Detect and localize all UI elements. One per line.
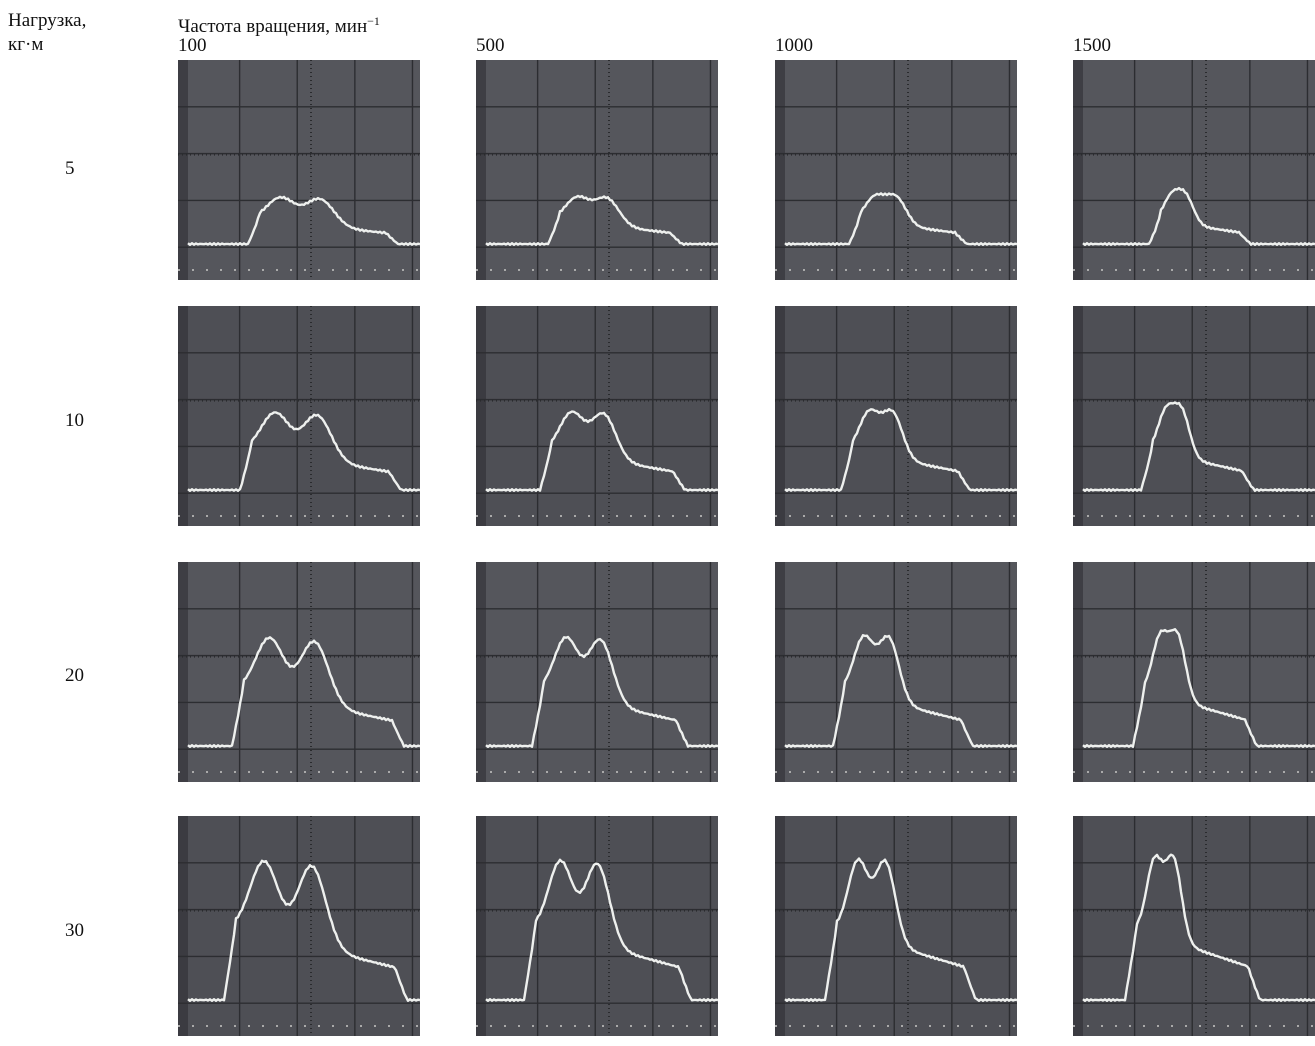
oscillogram [1073, 60, 1315, 280]
column-label: 1500 [1073, 35, 1111, 56]
speed-label-text: Частота вращения, мин [178, 16, 368, 37]
load-label: Нагрузка, [8, 10, 87, 31]
edge-shade [775, 306, 785, 526]
edge-shade [775, 562, 785, 782]
trace [784, 407, 1017, 492]
edge-shade [178, 306, 188, 526]
edge-shade [1073, 816, 1083, 1036]
trace [187, 859, 420, 1002]
edge-shade [178, 816, 188, 1036]
trace [1082, 628, 1315, 748]
edge-shade [476, 562, 486, 782]
row-label: 5 [65, 158, 75, 179]
column-label: 1000 [775, 35, 813, 56]
trace [485, 858, 718, 1002]
oscillogram [178, 562, 420, 782]
edge-shade [775, 816, 785, 1036]
oscillogram [1073, 306, 1315, 526]
oscillogram [178, 816, 420, 1036]
trace [1082, 186, 1315, 246]
trace [485, 635, 718, 748]
row-label: 20 [65, 665, 84, 686]
speed-label-exponent: −1 [367, 14, 380, 28]
edge-shade [178, 60, 188, 280]
speed-label: Частота вращения, мин−1 [178, 10, 380, 38]
oscillogram [1073, 816, 1315, 1036]
trace [485, 194, 718, 246]
load-unit: кг·м [8, 34, 44, 55]
trace [1082, 853, 1315, 1002]
edge-shade [178, 562, 188, 782]
trace [187, 411, 420, 492]
column-label: 500 [476, 35, 505, 56]
edge-shade [1073, 306, 1083, 526]
column-label: 100 [178, 35, 207, 56]
trace [187, 636, 420, 748]
oscillogram [476, 562, 718, 782]
edge-shade [775, 60, 785, 280]
oscillogram [178, 60, 420, 280]
edge-shade [476, 816, 486, 1036]
edge-shade [1073, 60, 1083, 280]
edge-shade [1073, 562, 1083, 782]
oscillogram [178, 306, 420, 526]
oscillogram [476, 60, 718, 280]
trace [187, 195, 420, 246]
trace [784, 857, 1017, 1002]
row-label: 10 [65, 410, 84, 431]
row-label: 30 [65, 920, 84, 941]
oscillogram [476, 306, 718, 526]
oscillogram [775, 562, 1017, 782]
trace [1082, 401, 1315, 492]
edge-shade [476, 306, 486, 526]
oscillogram [476, 816, 718, 1036]
oscillogram [1073, 562, 1315, 782]
trace [784, 634, 1017, 748]
oscillogram [775, 816, 1017, 1036]
oscillogram [775, 306, 1017, 526]
edge-shade [476, 60, 486, 280]
trace [485, 410, 718, 492]
oscillogram [775, 60, 1017, 280]
trace [784, 192, 1017, 246]
